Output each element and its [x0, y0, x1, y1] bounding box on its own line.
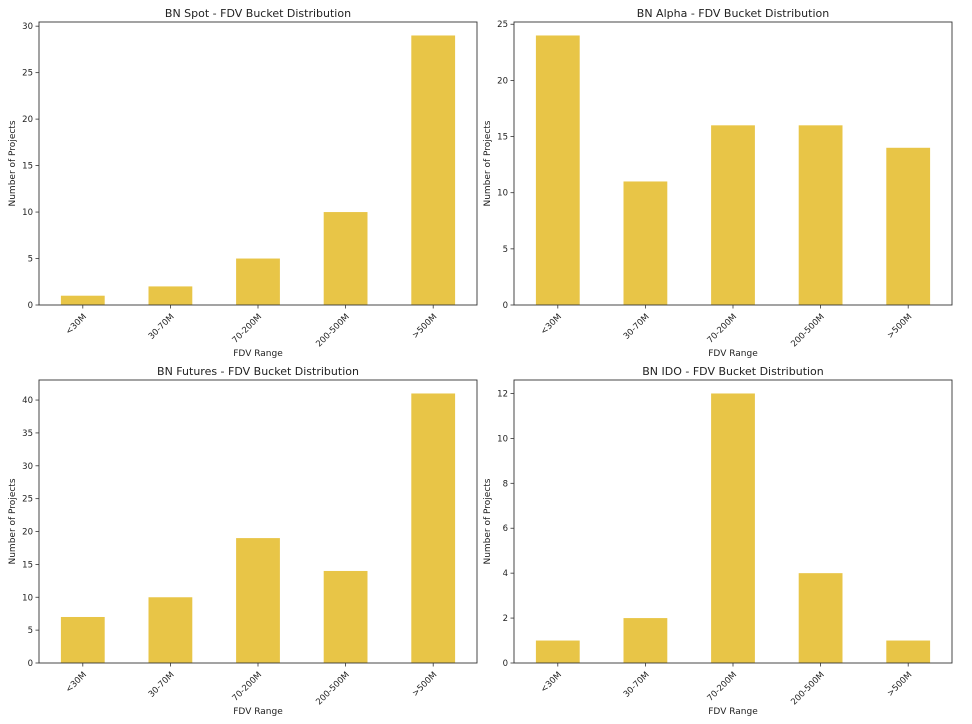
bar [711, 393, 755, 663]
y-tick-label: 15 [22, 162, 33, 172]
y-tick-label: 2 [503, 614, 508, 624]
x-tick-label: <30M [64, 312, 89, 337]
x-tick-label: 200-500M [314, 312, 351, 349]
y-tick-label: 0 [503, 301, 508, 311]
y-tick-label: 30 [22, 22, 33, 32]
y-tick-label: 15 [497, 133, 508, 143]
bar [711, 125, 755, 305]
y-tick-label: 0 [28, 301, 33, 311]
y-tick-label: 20 [22, 115, 33, 125]
axes-frame [513, 21, 953, 306]
y-tick-label: 5 [28, 626, 33, 636]
x-tick-label: 30-70M [622, 670, 652, 700]
x-tick-label: 30-70M [622, 312, 652, 342]
chart-title: BN Spot - FDV Bucket Distribution [165, 7, 351, 20]
y-tick-label: 4 [503, 569, 508, 579]
bar [798, 125, 843, 305]
y-axis-label: Number of Projects [483, 478, 493, 564]
y-tick-label: 10 [497, 189, 508, 199]
bar [236, 538, 280, 663]
bar [236, 258, 280, 305]
y-tick-label: 12 [497, 389, 508, 399]
bar [535, 35, 580, 305]
axes-frame [513, 379, 953, 664]
x-tick-label: <30M [539, 312, 564, 337]
x-tick-label: 200-500M [314, 670, 351, 707]
y-tick-label: 5 [503, 245, 508, 255]
bar [60, 295, 105, 305]
x-tick-label: >500M [886, 670, 915, 699]
x-tick-label: >500M [411, 670, 440, 699]
x-tick-label: <30M [539, 670, 564, 695]
y-tick-label: 35 [22, 429, 33, 439]
y-tick-label: 20 [497, 76, 508, 86]
y-tick-label: 0 [503, 659, 508, 669]
chart-panel: BN Alpha - FDV Bucket Distribution <30M 30… [483, 7, 953, 359]
x-axis-label: FDV Range [233, 707, 283, 717]
chart-panel: BN IDO - FDV Bucket Distribution <30M 30-7… [483, 365, 953, 717]
bar [411, 35, 456, 305]
x-axis-label: FDV Range [708, 349, 758, 359]
x-tick-label: 200-500M [789, 670, 826, 707]
bar [411, 393, 456, 663]
y-axis-label: Number of Projects [8, 478, 18, 564]
y-tick-label: 10 [22, 208, 33, 218]
y-tick-label: 0 [28, 659, 33, 669]
bar [60, 616, 105, 663]
y-axis-label: Number of Projects [8, 120, 18, 206]
x-tick-label: 200-500M [789, 312, 826, 349]
x-tick-label: 30-70M [147, 312, 177, 342]
y-tick-label: 25 [497, 20, 508, 30]
y-tick-label: 30 [22, 462, 33, 472]
y-tick-label: 10 [497, 434, 508, 444]
bar [623, 181, 668, 305]
x-tick-label: >500M [886, 312, 915, 341]
x-axis-label: FDV Range [708, 707, 758, 717]
y-tick-label: 20 [22, 528, 33, 538]
bar [886, 640, 931, 663]
bar [323, 212, 368, 305]
bar [886, 147, 931, 305]
chart-title: BN Alpha - FDV Bucket Distribution [637, 7, 829, 20]
y-tick-label: 10 [22, 593, 33, 603]
bar [323, 570, 368, 663]
chart-panel: BN Futures - FDV Bucket Distribution <30M… [8, 365, 478, 717]
x-tick-label: <30M [64, 670, 89, 695]
x-tick-label: 70-200M [231, 312, 265, 346]
x-tick-label: 70-200M [706, 312, 740, 346]
chart-title: BN IDO - FDV Bucket Distribution [642, 365, 824, 378]
x-tick-label: 70-200M [706, 670, 740, 704]
x-tick-label: >500M [411, 312, 440, 341]
y-tick-label: 25 [22, 495, 33, 505]
axes-frame [38, 379, 478, 664]
y-tick-label: 15 [22, 560, 33, 570]
x-axis-label: FDV Range [233, 349, 283, 359]
chart-panel: BN Spot - FDV Bucket Distribution <30M 30-… [8, 7, 478, 359]
y-tick-label: 25 [22, 69, 33, 79]
chart-title: BN Futures - FDV Bucket Distribution [157, 365, 359, 378]
y-tick-label: 5 [28, 255, 33, 265]
bar [535, 640, 580, 663]
x-tick-label: 30-70M [147, 670, 177, 700]
y-tick-label: 40 [22, 396, 33, 406]
bar [623, 618, 668, 663]
bar [148, 286, 193, 305]
y-axis-label: Number of Projects [483, 120, 493, 206]
x-tick-label: 70-200M [231, 670, 265, 704]
bar [148, 597, 193, 663]
bar [798, 573, 843, 663]
axes-frame [38, 21, 478, 306]
y-tick-label: 6 [503, 524, 508, 534]
y-tick-label: 8 [503, 479, 508, 489]
